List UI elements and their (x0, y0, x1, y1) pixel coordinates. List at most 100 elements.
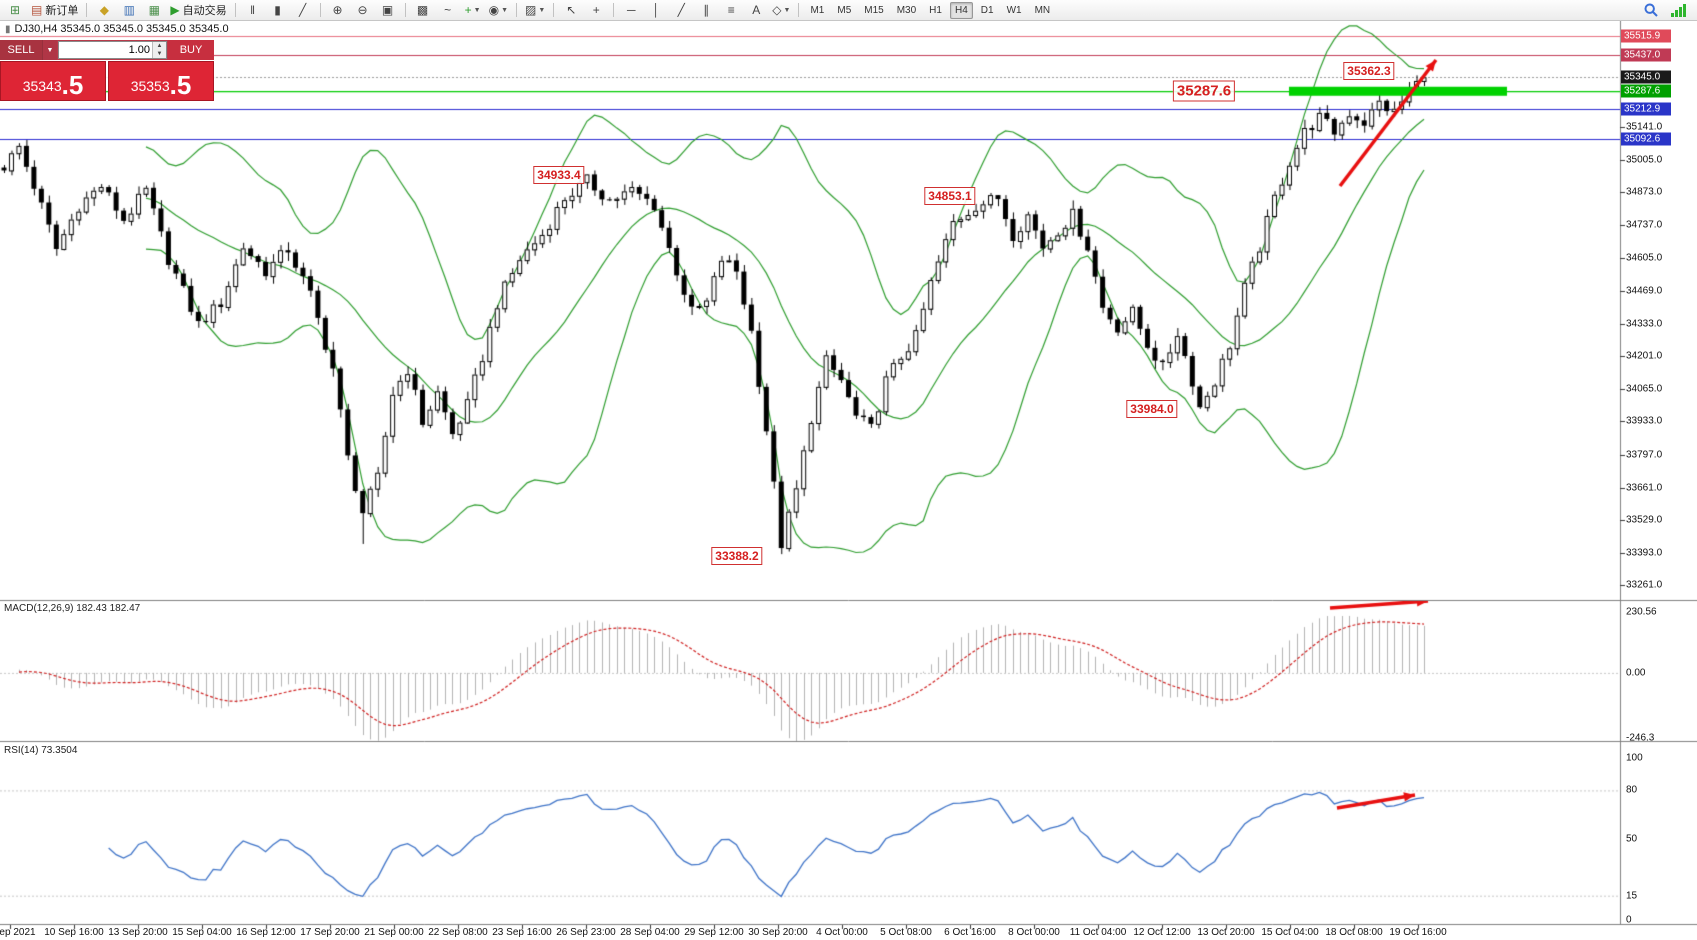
rsi-indicator-label: RSI(14) 73.3504 (4, 745, 78, 756)
order-type-dropdown[interactable]: ▼ (42, 40, 57, 60)
tile-windows-icon[interactable]: ▣ (376, 1, 400, 20)
timeframe-H4[interactable]: H4 (949, 1, 973, 19)
macd-indicator-label: MACD(12,26,9) 182.43 182.47 (4, 603, 141, 614)
new-chart-icon[interactable]: ⊞ (3, 1, 27, 20)
timeframe-H1[interactable]: H1 (929, 4, 942, 16)
chart-icon: ▮ (5, 23, 11, 35)
data-window-icon: ▦ (148, 3, 161, 17)
price-line-label: 35515.9 (1621, 29, 1671, 43)
periods-icon[interactable]: ◉ ▼ (486, 1, 511, 20)
macd-axis-label: 0.00 (1626, 667, 1646, 679)
time-axis-label: 29 Sep 12:00 (684, 927, 744, 938)
horizontal-line-icon[interactable]: ─ (619, 1, 643, 20)
time-axis-label: 22 Sep 08:00 (428, 927, 488, 938)
time-axis-label: 13 Sep 20:00 (108, 927, 168, 938)
vertical-line-icon[interactable]: │ (644, 1, 668, 20)
shapes-icon: ◇ (772, 3, 782, 17)
cursor-icon[interactable]: ↖ (559, 1, 583, 20)
buy-button[interactable]: BUY (168, 40, 214, 60)
main-toolbar: ⊞ ▤ 新订单 ◆ ▥ ▦ ▶ 自动交易 ‖ ▮ ╱ ⊕ ⊖ ▣ ▩ ~ + ▼ ◉ ▼ ▨ ▼ ↖ + ─ │ ╱ ∥ ≡ A ◇ ▼ M1 M… (0, 0, 1697, 21)
rsi-axis-label: 100 (1626, 752, 1643, 764)
spin-down-icon[interactable]: ▼ (153, 50, 166, 58)
zoom-in-icon: ⊕ (332, 3, 343, 17)
market-watch-icon: ▥ (123, 3, 136, 17)
price-axis-label: 33933.0 (1626, 415, 1663, 427)
new-chart-icon: ⊞ (9, 3, 21, 17)
data-window-icon[interactable]: ▦ (142, 1, 166, 20)
timeframe-M30[interactable]: M30 (896, 4, 917, 16)
channel-icon[interactable]: ∥ (694, 1, 718, 20)
add-indicator-icon[interactable]: + ▼ (461, 1, 485, 20)
bar-chart-icon[interactable]: ‖ (241, 1, 265, 20)
search-button[interactable] (1639, 1, 1663, 20)
timeframe-M1[interactable]: M1 (810, 4, 825, 16)
periods-icon: ◉ (488, 3, 500, 17)
price-annotation[interactable]: 33984.0 (1126, 400, 1178, 418)
time-axis-label: 23 Sep 16:00 (492, 927, 552, 938)
cascade-windows-icon[interactable]: ▩ (411, 1, 435, 20)
toolbar-separator (613, 3, 615, 17)
auto-trading-button-label: 自动交易 (182, 5, 227, 17)
time-axis-label: 6 Oct 16:00 (944, 927, 996, 938)
new-order-button-icon: ▤ (31, 3, 43, 17)
time-axis-label: 17 Sep 20:00 (300, 927, 360, 938)
sell-price-button[interactable]: 35343 .5 (0, 61, 106, 101)
spin-up-icon[interactable]: ▲ (153, 42, 166, 50)
buy-price-button[interactable]: 35353 .5 (108, 61, 214, 101)
time-axis-label: 10 Sep 16:00 (44, 927, 104, 938)
time-axis-label: 30 Sep 20:00 (748, 927, 808, 938)
crosshair-icon[interactable]: + (584, 1, 608, 20)
price-annotation[interactable]: 35362.3 (1343, 62, 1395, 80)
volume-input[interactable] (59, 42, 152, 58)
candlestick-icon[interactable]: ▮ (266, 1, 290, 20)
dropdown-caret-icon: ▼ (783, 6, 791, 14)
price-annotation[interactable]: 35287.6 (1172, 80, 1236, 102)
price-annotation[interactable]: 34933.4 (533, 166, 585, 184)
zoom-out-icon[interactable]: ⊖ (351, 1, 375, 20)
new-order-button-label: 新订单 (45, 5, 79, 17)
buy-price-frac: .5 (169, 69, 192, 100)
cursor-icon: ↖ (566, 3, 577, 17)
market-watch-icon[interactable]: ▥ (117, 1, 141, 20)
trade-panel-header: SELL ▼ ▲ ▼ BUY (0, 40, 214, 60)
fibonacci-icon[interactable]: ≡ (719, 1, 743, 20)
price-line-label: 35287.6 (1621, 84, 1671, 98)
horizontal-line-icon: ─ (627, 3, 636, 17)
price-axis-label: 34333.0 (1626, 318, 1663, 330)
indicator-list-icon[interactable]: ~ (436, 1, 460, 20)
timeframe-M5[interactable]: M5 (837, 4, 852, 16)
price-annotation[interactable]: 34853.1 (924, 187, 976, 205)
time-axis-label: 18 Oct 08:00 (1325, 927, 1383, 938)
timeframe-D1[interactable]: D1 (980, 4, 994, 16)
zoom-in-icon[interactable]: ⊕ (326, 1, 350, 20)
sell-button[interactable]: SELL (0, 40, 42, 60)
volume-spinner[interactable]: ▲ ▼ (152, 42, 166, 58)
price-axis-label: 34737.0 (1626, 219, 1663, 231)
shapes-icon[interactable]: ◇ ▼ (769, 1, 793, 20)
price-axis-label: 33529.0 (1626, 514, 1663, 526)
favorites-icon[interactable]: ◆ (92, 1, 116, 20)
toolbar-separator (404, 3, 406, 17)
templates-icon[interactable]: ▨ ▼ (522, 1, 548, 20)
timeframe-MN[interactable]: MN (1034, 4, 1051, 16)
macd-axis-label: 230.56 (1626, 606, 1657, 618)
time-axis-label: 12 Oct 12:00 (1133, 927, 1191, 938)
toolbar-separator (516, 3, 517, 17)
rsi-axis-label: 15 (1626, 890, 1638, 902)
indicator-list-icon: ~ (444, 3, 452, 17)
new-order-button[interactable]: ▤ 新订单 (28, 1, 81, 20)
trendline-icon[interactable]: ╱ (669, 1, 693, 20)
time-axis-label: 4 Oct 00:00 (816, 927, 868, 938)
price-annotation[interactable]: 33388.2 (711, 547, 763, 565)
timeframe-W1[interactable]: W1 (1006, 4, 1022, 16)
timeframe-M15[interactable]: M15 (864, 4, 884, 16)
time-axis-label: 8 Sep 2021 (0, 927, 36, 938)
fibonacci-icon: ≡ (727, 3, 735, 17)
price-axis-label: 34873.0 (1626, 186, 1663, 198)
auto-trading-button[interactable]: ▶ 自动交易 (167, 1, 229, 20)
volume-field: ▲ ▼ (58, 41, 167, 59)
line-chart-icon[interactable]: ╱ (291, 1, 315, 20)
text-icon[interactable]: A (744, 1, 768, 20)
price-line-label: 35212.9 (1621, 102, 1671, 116)
